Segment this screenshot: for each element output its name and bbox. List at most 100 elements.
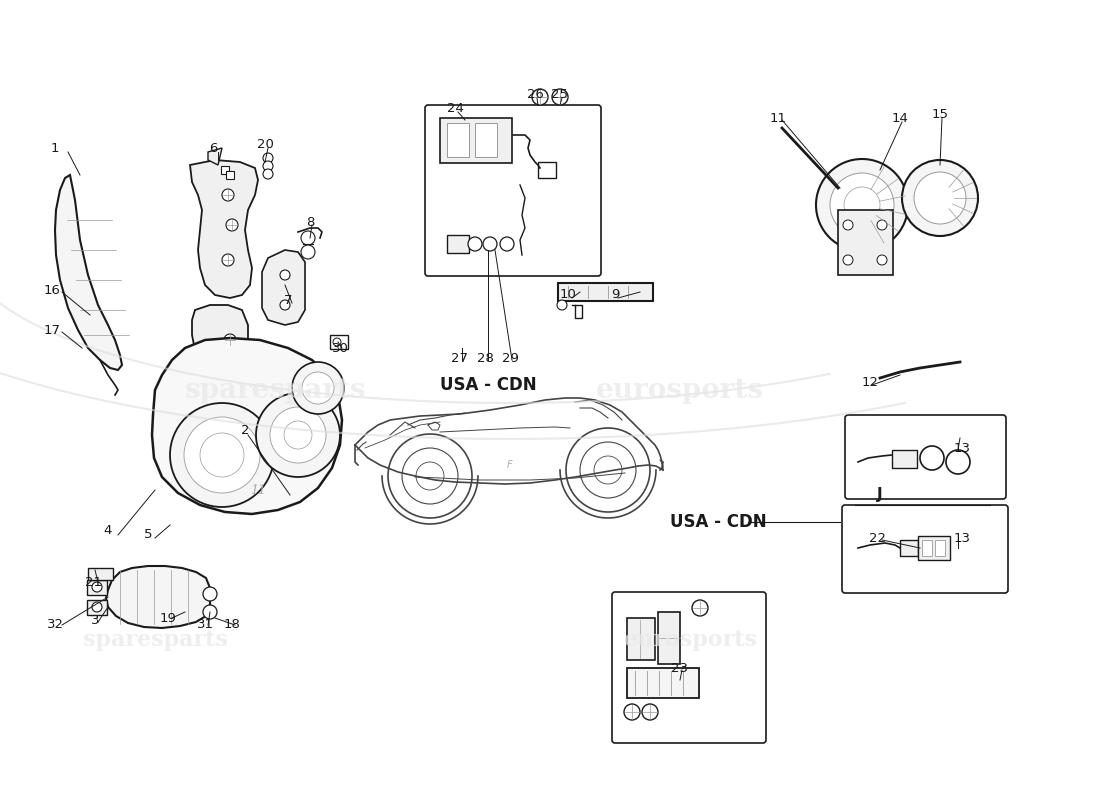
Circle shape xyxy=(204,605,217,619)
Circle shape xyxy=(222,254,234,266)
Bar xyxy=(447,123,469,157)
Circle shape xyxy=(500,237,514,251)
Circle shape xyxy=(292,362,344,414)
Bar xyxy=(226,171,234,179)
Circle shape xyxy=(263,161,273,171)
Text: sparesparts: sparesparts xyxy=(82,629,228,651)
Polygon shape xyxy=(190,160,258,298)
Polygon shape xyxy=(55,175,122,370)
FancyBboxPatch shape xyxy=(842,505,1008,593)
Circle shape xyxy=(642,704,658,720)
Text: 5: 5 xyxy=(144,529,152,542)
Bar xyxy=(558,283,653,301)
Bar xyxy=(838,210,893,275)
Text: 11: 11 xyxy=(250,483,266,497)
Circle shape xyxy=(222,189,234,201)
Polygon shape xyxy=(262,250,305,325)
Circle shape xyxy=(256,393,340,477)
Text: F: F xyxy=(507,460,513,470)
Bar xyxy=(900,540,918,556)
Circle shape xyxy=(302,372,334,404)
FancyBboxPatch shape xyxy=(425,105,601,276)
Circle shape xyxy=(468,237,482,251)
Circle shape xyxy=(946,450,970,474)
Text: eurosports: eurosports xyxy=(623,629,757,651)
Bar xyxy=(935,540,945,556)
Text: 17: 17 xyxy=(44,323,60,337)
Bar xyxy=(88,568,113,580)
Text: J: J xyxy=(877,487,883,502)
Text: 21: 21 xyxy=(85,575,101,589)
Circle shape xyxy=(580,442,636,498)
Circle shape xyxy=(692,600,708,616)
Bar xyxy=(87,580,107,595)
Text: 2: 2 xyxy=(241,423,250,437)
Circle shape xyxy=(92,582,102,592)
Circle shape xyxy=(388,434,472,518)
Circle shape xyxy=(184,417,260,493)
Text: 22: 22 xyxy=(869,531,887,545)
Polygon shape xyxy=(208,148,222,165)
Circle shape xyxy=(301,231,315,245)
Bar xyxy=(892,450,917,468)
Text: 26: 26 xyxy=(527,89,543,102)
Text: 30: 30 xyxy=(331,342,349,354)
Polygon shape xyxy=(152,338,342,514)
Circle shape xyxy=(624,704,640,720)
Circle shape xyxy=(284,421,312,449)
Text: 9: 9 xyxy=(610,289,619,302)
FancyBboxPatch shape xyxy=(845,415,1007,499)
Circle shape xyxy=(532,89,548,105)
Bar xyxy=(658,612,680,664)
Text: 15: 15 xyxy=(932,109,948,122)
Polygon shape xyxy=(192,305,248,367)
Text: 10: 10 xyxy=(560,289,576,302)
Text: 28: 28 xyxy=(476,351,494,365)
Circle shape xyxy=(402,448,458,504)
Bar xyxy=(221,166,229,174)
Circle shape xyxy=(270,407,326,463)
Text: 14: 14 xyxy=(892,111,909,125)
Bar xyxy=(627,668,698,698)
Text: 11: 11 xyxy=(770,111,786,125)
Circle shape xyxy=(200,433,244,477)
Text: 12: 12 xyxy=(861,375,879,389)
Circle shape xyxy=(416,462,444,490)
Text: sparesparts: sparesparts xyxy=(185,377,365,403)
Text: 31: 31 xyxy=(197,618,213,631)
Bar xyxy=(922,540,932,556)
Circle shape xyxy=(333,338,341,346)
Text: 16: 16 xyxy=(44,283,60,297)
Bar xyxy=(918,536,950,560)
Circle shape xyxy=(816,159,908,251)
Text: 8: 8 xyxy=(306,215,315,229)
Text: 6: 6 xyxy=(209,142,217,154)
Bar xyxy=(627,618,654,660)
Circle shape xyxy=(226,219,238,231)
Circle shape xyxy=(902,160,978,236)
Text: USA - CDN: USA - CDN xyxy=(440,376,537,394)
Circle shape xyxy=(224,334,236,346)
Circle shape xyxy=(204,587,217,601)
Text: 25: 25 xyxy=(551,89,569,102)
Bar xyxy=(87,600,107,615)
Circle shape xyxy=(843,220,852,230)
FancyBboxPatch shape xyxy=(612,592,766,743)
Text: 29: 29 xyxy=(502,351,518,365)
Bar xyxy=(538,162,556,178)
Text: 20: 20 xyxy=(256,138,274,151)
Text: 24: 24 xyxy=(447,102,463,114)
Circle shape xyxy=(552,89,568,105)
Circle shape xyxy=(301,245,315,259)
Circle shape xyxy=(877,220,887,230)
Bar xyxy=(440,118,512,163)
Bar xyxy=(447,235,469,253)
Circle shape xyxy=(920,446,944,470)
Text: 1: 1 xyxy=(51,142,59,154)
Circle shape xyxy=(280,300,290,310)
Circle shape xyxy=(280,270,290,280)
Text: 18: 18 xyxy=(223,618,241,631)
Circle shape xyxy=(557,300,566,310)
Text: eurosports: eurosports xyxy=(596,377,763,403)
Circle shape xyxy=(566,428,650,512)
